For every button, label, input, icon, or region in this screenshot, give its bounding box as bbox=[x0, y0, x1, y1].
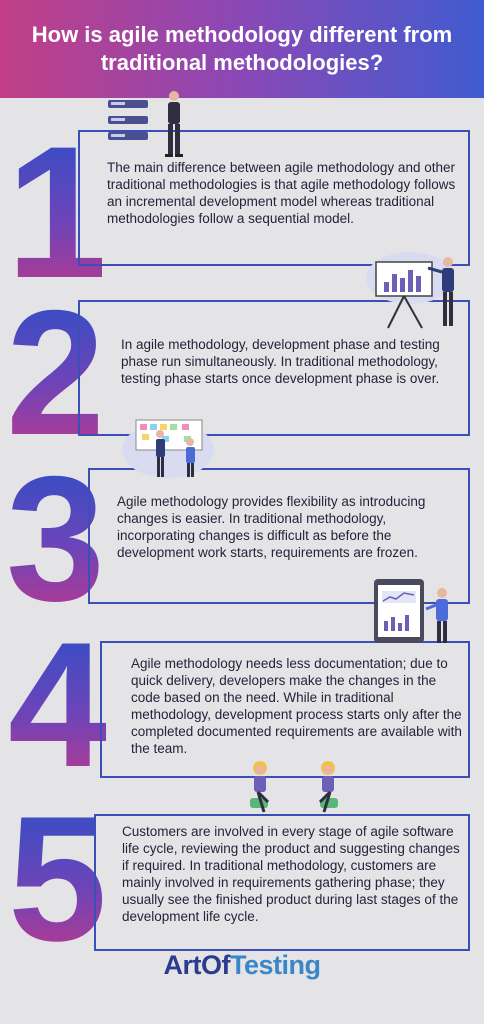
point-text-2: In agile methodology, development phase … bbox=[121, 337, 440, 386]
point-box-1 bbox=[78, 130, 470, 266]
point-number-2: 2 bbox=[6, 284, 116, 462]
point-box-5 bbox=[94, 814, 470, 951]
person-with-checklist-icon bbox=[108, 90, 198, 167]
logo-text-artof: ArtOf bbox=[163, 950, 231, 980]
artoftesting-logo: ArtOfTesting bbox=[0, 950, 484, 981]
point-text-1: The main difference between agile method… bbox=[107, 160, 456, 226]
point-box-3 bbox=[88, 468, 470, 604]
header-banner: How is agile methodology different from … bbox=[0, 0, 484, 98]
point-text-5: Customers are involved in every stage of… bbox=[122, 824, 460, 924]
presenter-with-chart-icon bbox=[366, 248, 466, 337]
point-number-4: 4 bbox=[8, 616, 124, 794]
logo-text-testing: Testing bbox=[230, 950, 321, 980]
page-title: How is agile methodology different from … bbox=[31, 22, 453, 75]
two-people-discussing-icon bbox=[244, 758, 344, 821]
point-number-1: 1 bbox=[6, 107, 111, 317]
point-number-5: 5 bbox=[8, 790, 118, 968]
point-box-4 bbox=[100, 641, 470, 778]
team-at-sticky-board-icon bbox=[122, 412, 218, 487]
point-box-2 bbox=[78, 300, 470, 436]
point-text-3: Agile methodology provides flexibility a… bbox=[117, 494, 426, 560]
point-text-4: Agile methodology needs less documentati… bbox=[131, 656, 462, 756]
person-with-tablet-dashboard-icon bbox=[372, 577, 458, 652]
